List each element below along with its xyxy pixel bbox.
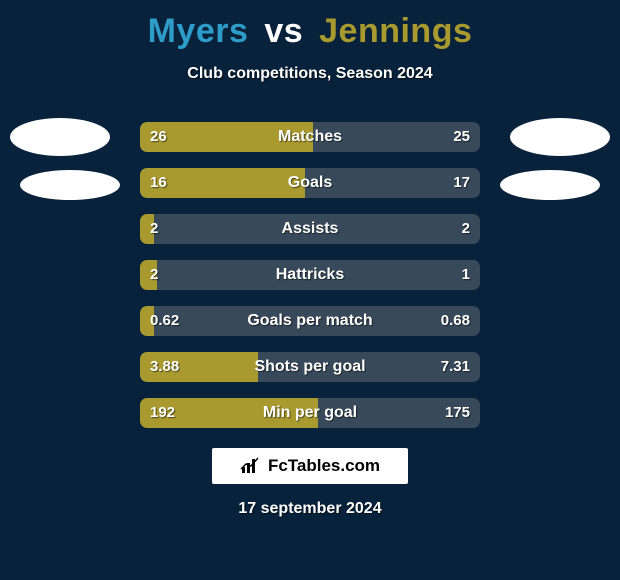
stat-label: Hattricks	[140, 260, 480, 290]
avatar-right-secondary	[500, 170, 600, 200]
stat-label: Matches	[140, 122, 480, 152]
stat-label: Goals	[140, 168, 480, 198]
stat-row: 2Assists2	[140, 214, 480, 244]
comparison-infographic: Myers vs Jennings Club competitions, Sea…	[0, 0, 620, 580]
stat-row: 0.62Goals per match0.68	[140, 306, 480, 336]
title-player1: Myers	[148, 12, 249, 50]
logo-text: FcTables.com	[268, 456, 380, 476]
stat-value-right: 2	[462, 214, 470, 244]
stat-row: 2Hattricks1	[140, 260, 480, 290]
stat-label: Shots per goal	[140, 352, 480, 382]
stat-row: 192Min per goal175	[140, 398, 480, 428]
stat-label: Goals per match	[140, 306, 480, 336]
subtitle: Club competitions, Season 2024	[0, 65, 620, 83]
page-title: Myers vs Jennings	[0, 12, 620, 51]
avatar-left-secondary	[20, 170, 120, 200]
avatar-right-primary	[510, 118, 610, 156]
stat-value-right: 25	[453, 122, 470, 152]
title-player2: Jennings	[319, 12, 472, 50]
title-vs: vs	[264, 12, 303, 50]
stat-bars: 26Matches2516Goals172Assists22Hattricks1…	[140, 122, 480, 444]
logo-box: FcTables.com	[210, 446, 410, 486]
date-label: 17 september 2024	[0, 500, 620, 518]
stat-row: 26Matches25	[140, 122, 480, 152]
stat-label: Min per goal	[140, 398, 480, 428]
stat-row: 3.88Shots per goal7.31	[140, 352, 480, 382]
stat-value-right: 7.31	[441, 352, 470, 382]
stat-row: 16Goals17	[140, 168, 480, 198]
barchart-icon	[240, 457, 262, 475]
stat-value-right: 1	[462, 260, 470, 290]
stat-value-right: 175	[445, 398, 470, 428]
stat-label: Assists	[140, 214, 480, 244]
stat-value-right: 17	[453, 168, 470, 198]
avatar-left-primary	[10, 118, 110, 156]
stat-value-right: 0.68	[441, 306, 470, 336]
